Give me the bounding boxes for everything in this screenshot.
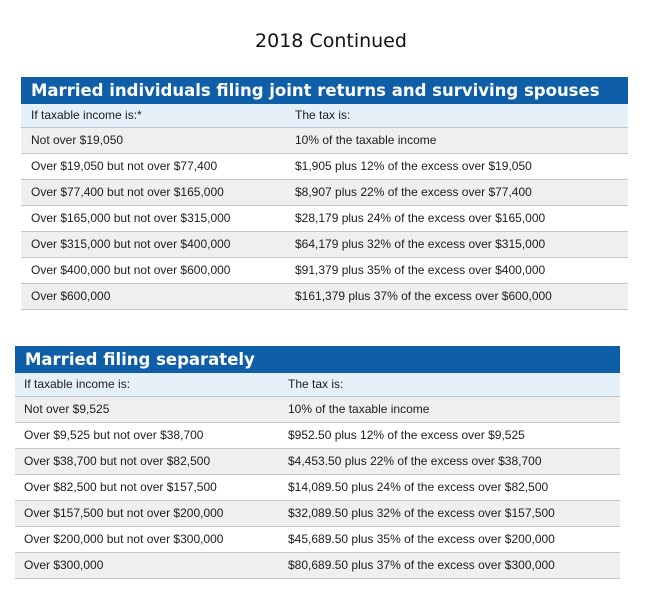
table-row: Over $600,000 $161,379 plus 37% of the e… bbox=[21, 284, 628, 310]
table-row: Over $19,050 but not over $77,400 $1,905… bbox=[21, 154, 628, 180]
tax-cell: 10% of the taxable income bbox=[288, 402, 430, 416]
tax-cell: $80,689.50 plus 37% of the excess over $… bbox=[288, 558, 555, 572]
income-cell: Over $38,700 but not over $82,500 bbox=[24, 454, 211, 468]
tax-cell: $45,689.50 plus 35% of the excess over $… bbox=[288, 532, 555, 546]
income-cell: Over $300,000 bbox=[24, 558, 104, 572]
table-row: Over $200,000 but not over $300,000 $45,… bbox=[15, 527, 620, 553]
income-cell: Over $9,525 but not over $38,700 bbox=[24, 428, 204, 442]
table-row: Over $82,500 but not over $157,500 $14,0… bbox=[15, 475, 620, 501]
column-header-row: If taxable income is:* The tax is: bbox=[21, 104, 628, 128]
table-row: Over $300,000 $80,689.50 plus 37% of the… bbox=[15, 553, 620, 579]
income-cell: Not over $19,050 bbox=[31, 133, 124, 147]
table-row: Over $77,400 but not over $165,000 $8,90… bbox=[21, 180, 628, 206]
income-cell: Over $400,000 but not over $600,000 bbox=[31, 263, 231, 277]
tax-cell: 10% of the taxable income bbox=[295, 133, 437, 147]
income-cell: Over $82,500 but not over $157,500 bbox=[24, 480, 217, 494]
income-cell: Over $157,500 but not over $200,000 bbox=[24, 506, 224, 520]
table-row: Over $165,000 but not over $315,000 $28,… bbox=[21, 206, 628, 232]
table-row: Over $315,000 but not over $400,000 $64,… bbox=[21, 232, 628, 258]
filing-separately-table: Married filing separately If taxable inc… bbox=[15, 346, 620, 579]
table-title-banner: Married filing separately bbox=[15, 346, 620, 373]
tax-cell: $161,379 plus 37% of the excess over $60… bbox=[295, 289, 552, 303]
column-header-row: If taxable income is: The tax is: bbox=[15, 373, 620, 397]
table-row: Not over $19,050 10% of the taxable inco… bbox=[21, 128, 628, 154]
header-income: If taxable income is:* bbox=[31, 108, 142, 122]
table-row: Over $38,700 but not over $82,500 $4,453… bbox=[15, 449, 620, 475]
income-cell: Over $77,400 but not over $165,000 bbox=[31, 185, 224, 199]
income-cell: Not over $9,525 bbox=[24, 402, 110, 416]
tax-cell: $14,089.50 plus 24% of the excess over $… bbox=[288, 480, 549, 494]
joint-returns-table: Married individuals filing joint returns… bbox=[21, 77, 628, 310]
tax-cell: $952.50 plus 12% of the excess over $9,5… bbox=[288, 428, 525, 442]
tax-cell: $8,907 plus 22% of the excess over $77,4… bbox=[295, 185, 532, 199]
tax-cell: $28,179 plus 24% of the excess over $165… bbox=[295, 211, 546, 225]
tax-cell: $64,179 plus 32% of the excess over $315… bbox=[295, 237, 546, 251]
income-cell: Over $200,000 but not over $300,000 bbox=[24, 532, 224, 546]
header-tax: The tax is: bbox=[295, 108, 351, 122]
income-cell: Over $315,000 but not over $400,000 bbox=[31, 237, 231, 251]
tax-cell: $4,453.50 plus 22% of the excess over $3… bbox=[288, 454, 542, 468]
tax-cell: $1,905 plus 12% of the excess over $19,0… bbox=[295, 159, 532, 173]
header-tax: The tax is: bbox=[288, 377, 344, 391]
tax-cell: $32,089.50 plus 32% of the excess over $… bbox=[288, 506, 555, 520]
tax-cell: $91,379 plus 35% of the excess over $400… bbox=[295, 263, 546, 277]
table-row: Over $157,500 but not over $200,000 $32,… bbox=[15, 501, 620, 527]
income-cell: Over $600,000 bbox=[31, 289, 111, 303]
table-row: Not over $9,525 10% of the taxable incom… bbox=[15, 397, 620, 423]
table-title-banner: Married individuals filing joint returns… bbox=[21, 77, 628, 104]
header-income: If taxable income is: bbox=[24, 377, 131, 391]
table-row: Over $400,000 but not over $600,000 $91,… bbox=[21, 258, 628, 284]
table-row: Over $9,525 but not over $38,700 $952.50… bbox=[15, 423, 620, 449]
income-cell: Over $165,000 but not over $315,000 bbox=[31, 211, 231, 225]
income-cell: Over $19,050 but not over $77,400 bbox=[31, 159, 218, 173]
page-title: 2018 Continued bbox=[255, 30, 407, 52]
